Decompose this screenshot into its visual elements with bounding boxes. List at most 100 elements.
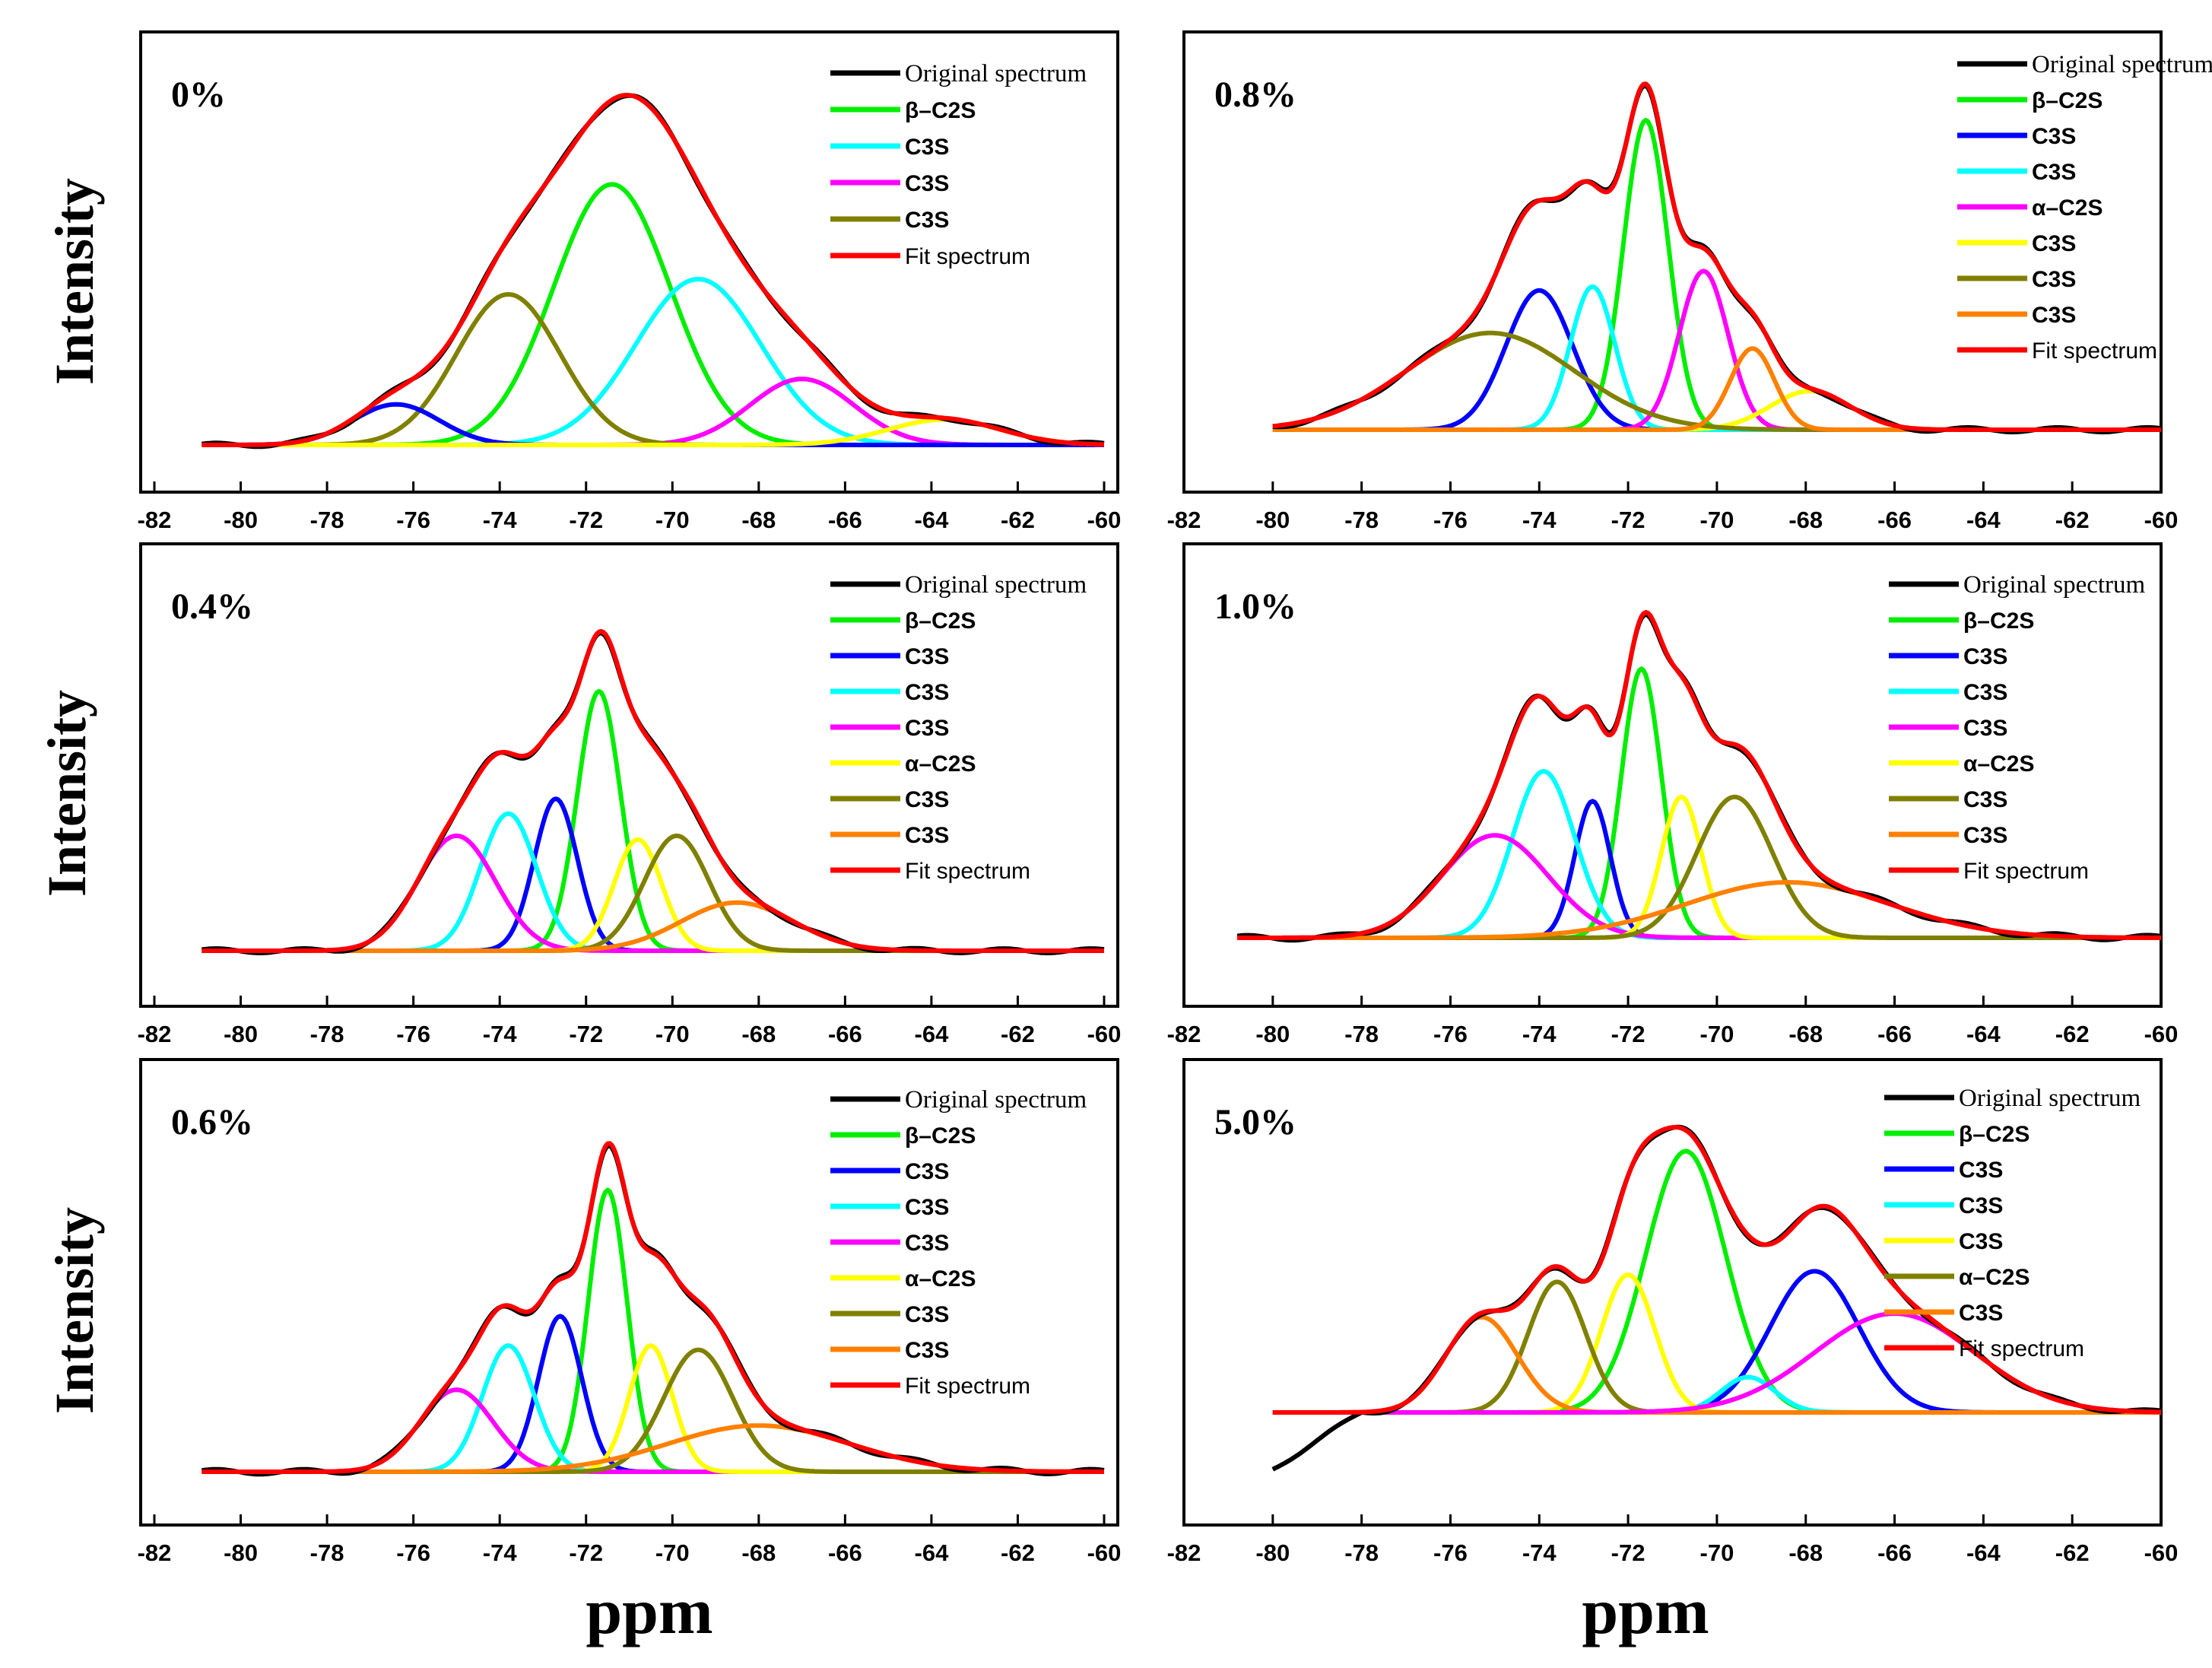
legend-label: Original spectrum — [905, 60, 1087, 87]
legend-label: α–C2S — [2032, 195, 2103, 221]
x-tick-label: -60 — [1087, 507, 1122, 533]
fit-spectrum-curve — [1237, 610, 2162, 940]
legend-label: C3S — [1959, 1158, 2003, 1183]
x-tick-label: -76 — [396, 507, 430, 533]
legend-label: Original spectrum — [2032, 51, 2212, 78]
x-tick-label: -76 — [1433, 1021, 1468, 1047]
plot-frame — [139, 1058, 1119, 1527]
y-axis-title-row-3: Intensity — [44, 1207, 105, 1414]
legend-label: α–C2S — [1959, 1265, 2030, 1290]
x-tick-label: -68 — [741, 1021, 776, 1047]
x-tick-label: -72 — [1611, 1539, 1646, 1566]
x-tick-label: -74 — [1522, 507, 1557, 533]
panel-label: 0.4% — [171, 586, 253, 627]
x-tick-label: -72 — [1611, 1021, 1646, 1047]
legend-label: Fit spectrum — [2032, 338, 2157, 364]
fit-spectrum-curve — [202, 629, 1105, 953]
x-tick-label: -78 — [1344, 1539, 1379, 1566]
x-tick-label: -68 — [741, 507, 776, 533]
legend-label: C3S — [905, 1338, 949, 1363]
x-tick-label: -78 — [1344, 1021, 1379, 1047]
fit-spectrum-curve — [202, 93, 1105, 447]
chart-panel: -82 -80 -78 -76 -74 -72 -70 -68 -66 -64 -62 -60 0.4%… — [138, 542, 1122, 1047]
x-tick-label: -62 — [1001, 507, 1035, 533]
legend-label: C3S — [2032, 231, 2076, 256]
plot-frame — [139, 542, 1119, 1008]
chart-panel: -82 -80 -78 -76 -74 -72 -70 -68 -66 -64 -62 -60 0.8%… — [1167, 30, 2212, 533]
x-tick-label: -64 — [1966, 1021, 2001, 1047]
x-tick-label: -72 — [1611, 507, 1646, 533]
legend-label: α–C2S — [1963, 751, 2035, 777]
legend-label: C3S — [905, 787, 949, 812]
x-tick-label: -62 — [1001, 1539, 1035, 1566]
x-tick-label: -82 — [138, 507, 172, 533]
panel-label: 0.6% — [171, 1102, 253, 1142]
x-tick-label: -60 — [1087, 1539, 1122, 1566]
legend-label: C3S — [905, 208, 949, 233]
legend-label: C3S — [905, 680, 949, 705]
legend-label: α–C2S — [905, 1266, 976, 1292]
x-tick-label: -70 — [655, 507, 690, 533]
x-tick-label: -66 — [1877, 507, 1912, 533]
legend-label: Fit spectrum — [905, 1374, 1030, 1399]
x-tick-label: -78 — [310, 1539, 344, 1566]
legend-label: C3S — [2032, 160, 2076, 185]
legend-label: C3S — [2032, 267, 2076, 292]
legend-label: C3S — [905, 644, 949, 669]
x-tick-label: -74 — [1522, 1021, 1557, 1047]
x-tick-label: -74 — [483, 1539, 518, 1566]
x-tick-label: -82 — [1167, 1021, 1201, 1047]
plot-frame — [1182, 30, 2163, 494]
x-tick-label: -66 — [828, 1021, 862, 1047]
x-tick-label: -74 — [483, 1021, 518, 1047]
x-tick-label: -64 — [1966, 507, 2001, 533]
legend-label: Fit spectrum — [905, 859, 1030, 884]
legend-label: β–C2S — [1963, 608, 2034, 634]
x-tick-label: -66 — [1877, 1539, 1912, 1566]
y-axis-title-row-1: Intensity — [44, 178, 105, 385]
plot-frame — [1182, 1058, 2163, 1527]
x-tick-label: -60 — [2144, 1021, 2179, 1047]
legend-label: C3S — [1963, 644, 2007, 669]
x-tick-label: -70 — [1700, 1021, 1734, 1047]
legend-label: β–C2S — [1959, 1122, 2030, 1147]
legend-label: Fit spectrum — [1959, 1336, 2084, 1361]
x-tick-label: -82 — [138, 1021, 172, 1047]
legend-label: C3S — [2032, 303, 2076, 328]
x-tick-label: -68 — [741, 1539, 776, 1566]
x-tick-label: -60 — [2144, 507, 2179, 533]
x-tick-label: -64 — [915, 507, 950, 533]
x-tick-label: -78 — [1344, 507, 1379, 533]
x-tick-label: -62 — [2055, 1021, 2090, 1047]
legend-label: C3S — [905, 1195, 949, 1220]
legend-label: Original spectrum — [905, 1086, 1087, 1114]
x-tick-label: -76 — [396, 1539, 430, 1566]
x-tick-label: -62 — [1001, 1021, 1035, 1047]
x-tick-label: -74 — [483, 507, 518, 533]
legend-label: C3S — [905, 716, 949, 741]
chart-panel: -82 -80 -78 -76 -74 -72 -70 -68 -66 -64 -62 -60 5.0%… — [1167, 1058, 2178, 1566]
x-tick-label: -78 — [310, 507, 344, 533]
x-tick-label: -70 — [1700, 1539, 1734, 1566]
x-tick-label: -82 — [138, 1539, 172, 1566]
x-tick-label: -80 — [224, 1539, 258, 1566]
fit-spectrum-curve — [1272, 81, 2162, 432]
x-tick-label: -60 — [1087, 1021, 1122, 1047]
panel-label: 5.0% — [1214, 1102, 1296, 1142]
x-tick-label: -72 — [569, 1539, 603, 1566]
x-tick-label: -64 — [915, 1021, 950, 1047]
fit-spectrum-curve — [202, 1141, 1105, 1474]
legend-label: C3S — [1963, 680, 2007, 705]
legend-label: β–C2S — [905, 98, 976, 123]
legend-label: C3S — [1963, 823, 2007, 848]
legend-label: β–C2S — [2032, 88, 2103, 113]
x-tick-label: -82 — [1167, 1539, 1201, 1566]
legend-label: C3S — [1963, 787, 2007, 812]
x-tick-label: -68 — [1788, 507, 1823, 533]
x-tick-label: -80 — [1255, 1539, 1290, 1566]
legend-label: C3S — [1959, 1301, 2003, 1326]
panel-label: 0.8% — [1214, 75, 1296, 115]
x-tick-label: -68 — [1788, 1021, 1823, 1047]
